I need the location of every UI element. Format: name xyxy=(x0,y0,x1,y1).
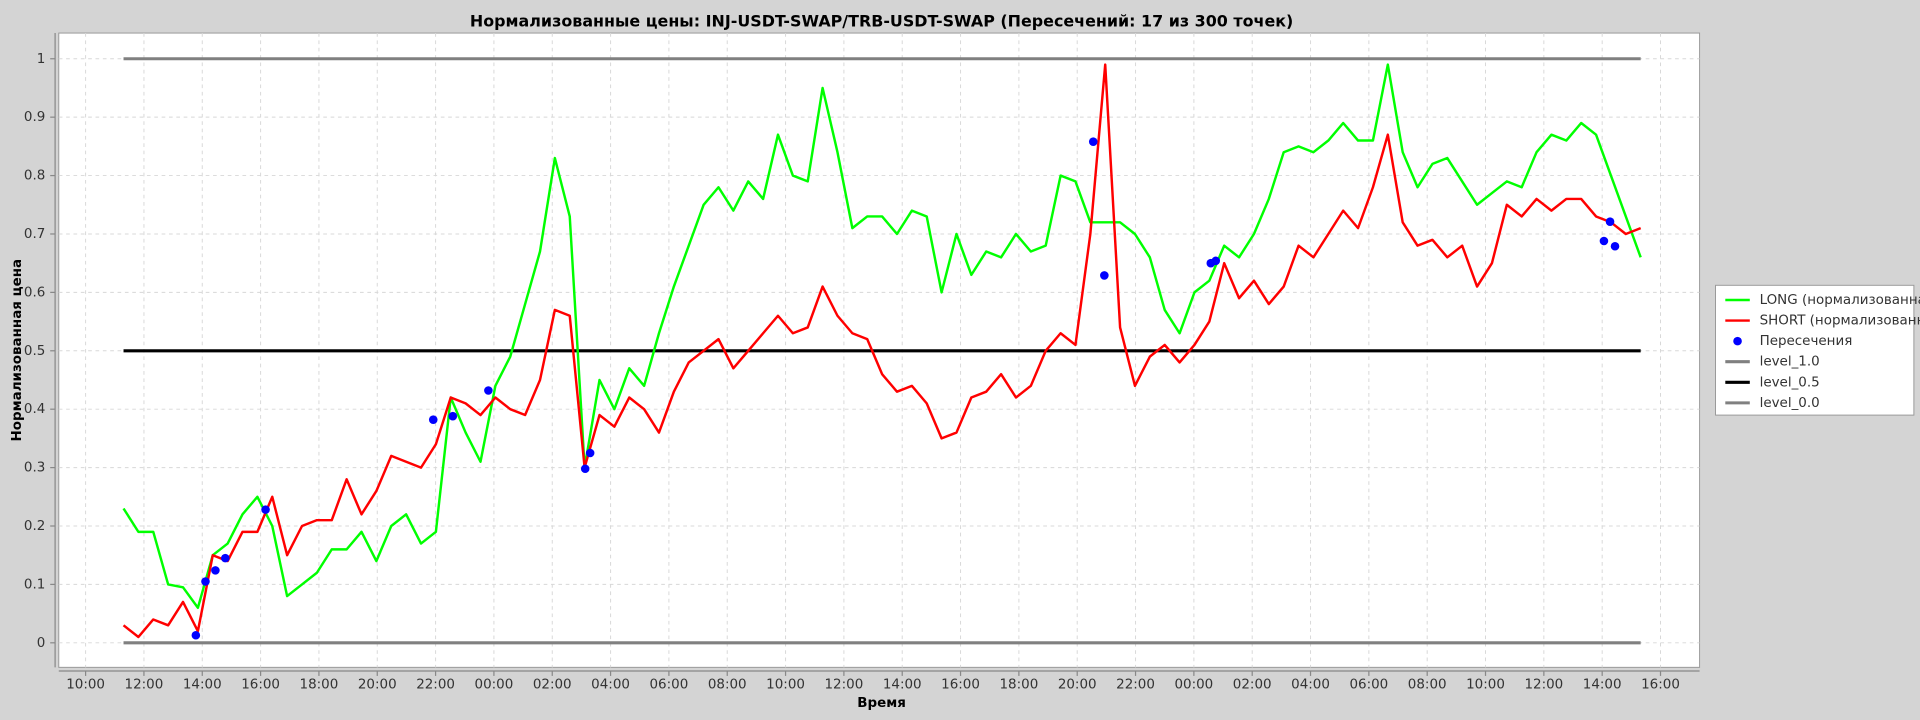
legend-label: level_0.5 xyxy=(1760,375,1820,390)
crossing-point xyxy=(1088,137,1098,146)
x-tick-label: 00:00 xyxy=(1174,677,1213,692)
legend-box xyxy=(1715,284,1915,416)
x-tick-label: 04:00 xyxy=(591,677,630,692)
x-tick-label: 10:00 xyxy=(66,677,105,692)
crossing-point xyxy=(1211,256,1221,266)
x-tick-label: 08:00 xyxy=(708,677,747,692)
crossing-point xyxy=(580,464,590,474)
legend-label: LONG (нормализованная) xyxy=(1760,293,1920,308)
x-tick-label: 08:00 xyxy=(1408,677,1447,692)
crossing-point xyxy=(261,505,270,514)
x-tick-label: 14:00 xyxy=(1583,677,1622,692)
crossing-point xyxy=(484,386,493,395)
y-tick-label: 0.9 xyxy=(24,110,45,125)
x-tick-label: 20:00 xyxy=(358,677,397,692)
x-tick-label: 22:00 xyxy=(1116,677,1155,692)
x-tick-label: 18:00 xyxy=(999,677,1038,692)
crossing-point xyxy=(221,553,230,563)
y-tick-label: 0.2 xyxy=(24,519,45,534)
x-tick-label: 10:00 xyxy=(766,677,805,692)
series-line xyxy=(122,63,1642,609)
x-tick-label: 16:00 xyxy=(941,677,980,692)
y-tick-label: 0 xyxy=(37,636,46,651)
x-tick-label: 10:00 xyxy=(1466,677,1505,692)
y-tick-label: 0.8 xyxy=(24,169,45,184)
x-tick-label: 12:00 xyxy=(825,677,864,692)
x-tick-label: 12:00 xyxy=(125,677,164,692)
x-tick-label: 14:00 xyxy=(183,677,222,692)
x-tick-label: 12:00 xyxy=(1524,677,1563,692)
crossing-point xyxy=(201,577,210,586)
x-tick-label: 20:00 xyxy=(1058,677,1097,692)
chart-title: Нормализованные цены: INJ-USDT-SWAP/TRB-… xyxy=(470,12,1293,31)
y-axis-title: Нормализованная цена xyxy=(10,259,25,442)
crossing-point xyxy=(1599,236,1609,246)
legend-label: level_1.0 xyxy=(1760,355,1820,370)
crossing-point xyxy=(585,448,595,458)
crossing-point xyxy=(428,415,438,424)
x-tick-label: 16:00 xyxy=(241,677,280,692)
crossing-point xyxy=(1610,241,1620,251)
x-tick-label: 06:00 xyxy=(650,677,689,692)
y-tick-label: 0.6 xyxy=(24,285,45,300)
x-tick-label: 22:00 xyxy=(416,677,455,692)
legend-label: level_0.0 xyxy=(1760,396,1820,411)
x-axis-title: Время xyxy=(857,696,906,711)
x-tick-label: 18:00 xyxy=(300,677,339,692)
x-tick-label: 16:00 xyxy=(1641,677,1680,692)
y-tick-label: 0.4 xyxy=(24,402,45,417)
x-tick-label: 04:00 xyxy=(1291,677,1330,692)
x-tick-label: 02:00 xyxy=(533,677,572,692)
legend-label: SHORT (нормализованная) xyxy=(1760,314,1920,329)
x-tick-label: 06:00 xyxy=(1349,677,1388,692)
crossing-point xyxy=(1605,217,1615,226)
crossing-point xyxy=(211,566,220,575)
crossing-point xyxy=(1100,271,1109,280)
legend-label: Пересечения xyxy=(1760,334,1853,349)
y-tick-label: 0.3 xyxy=(24,461,45,476)
x-tick-label: 14:00 xyxy=(883,677,922,692)
y-tick-label: 0.5 xyxy=(24,344,45,359)
crossing-point xyxy=(191,630,201,640)
series-line xyxy=(122,63,1642,639)
x-tick-label: 00:00 xyxy=(475,677,514,692)
x-tick-label: 02:00 xyxy=(1233,677,1272,692)
crossing-point xyxy=(448,411,458,421)
y-tick-label: 0.1 xyxy=(24,577,45,592)
legend-swatch xyxy=(1733,336,1742,346)
y-tick-label: 1 xyxy=(37,52,46,67)
y-tick-label: 0.7 xyxy=(24,227,45,242)
